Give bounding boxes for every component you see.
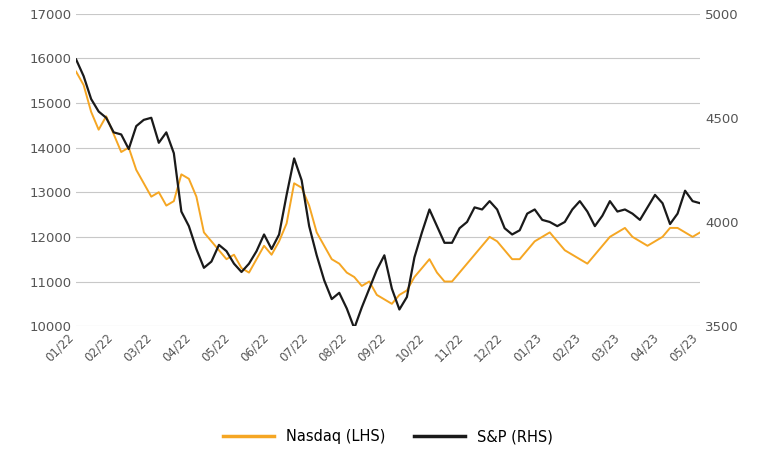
- Legend: Nasdaq (LHS), S&P (RHS): Nasdaq (LHS), S&P (RHS): [218, 424, 559, 450]
